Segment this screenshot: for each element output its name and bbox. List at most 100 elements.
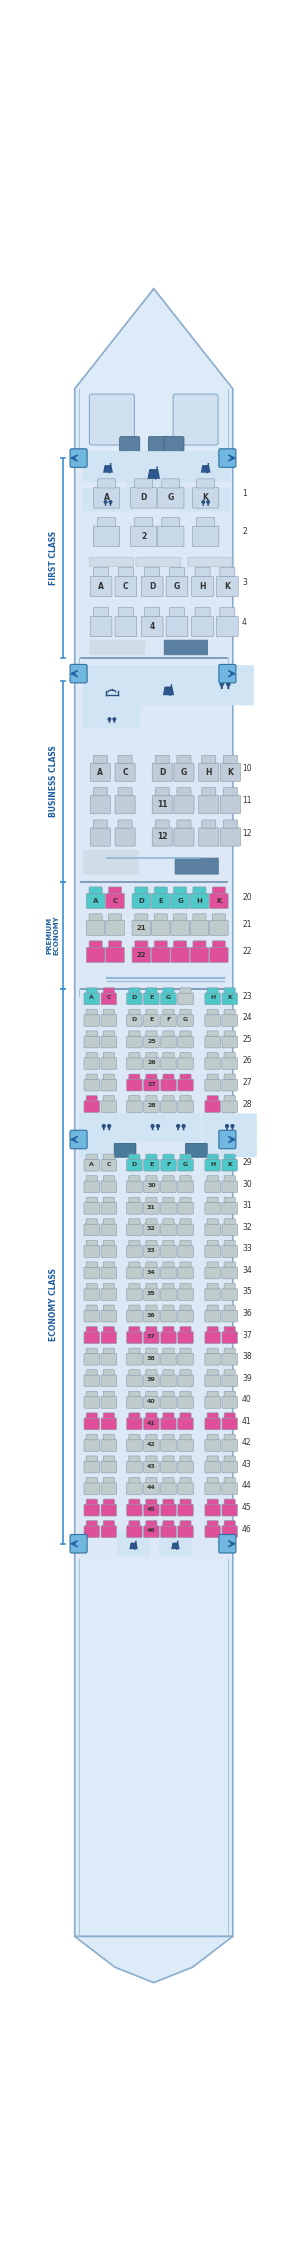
FancyBboxPatch shape [79,1143,134,1156]
FancyBboxPatch shape [103,1327,114,1331]
Text: 22: 22 [242,947,252,956]
FancyBboxPatch shape [146,1262,157,1268]
FancyBboxPatch shape [212,914,225,920]
FancyBboxPatch shape [129,1114,200,1143]
FancyBboxPatch shape [161,1331,176,1343]
FancyBboxPatch shape [101,1331,116,1343]
FancyBboxPatch shape [222,1482,238,1495]
Circle shape [220,682,224,685]
FancyBboxPatch shape [192,615,213,638]
FancyBboxPatch shape [161,1057,176,1069]
Circle shape [202,501,205,503]
FancyBboxPatch shape [180,1327,191,1331]
Text: 45: 45 [242,1504,252,1513]
FancyBboxPatch shape [79,458,229,658]
FancyBboxPatch shape [224,1304,235,1311]
Text: H: H [196,898,202,905]
FancyBboxPatch shape [84,1035,100,1048]
FancyBboxPatch shape [86,1500,97,1504]
FancyBboxPatch shape [161,1439,176,1450]
Text: 10: 10 [242,763,252,772]
FancyBboxPatch shape [161,1246,176,1257]
Polygon shape [148,469,160,478]
Text: E: E [158,898,163,905]
Text: 12: 12 [242,828,252,837]
FancyBboxPatch shape [190,947,209,963]
FancyBboxPatch shape [118,754,132,763]
FancyBboxPatch shape [163,1284,174,1289]
FancyBboxPatch shape [101,1374,116,1387]
FancyBboxPatch shape [129,1477,140,1484]
FancyBboxPatch shape [178,1504,193,1515]
Text: K: K [227,995,232,1001]
FancyBboxPatch shape [180,1457,191,1461]
FancyBboxPatch shape [180,1500,191,1504]
FancyBboxPatch shape [146,1096,157,1100]
FancyBboxPatch shape [222,1015,238,1026]
FancyBboxPatch shape [120,436,140,451]
FancyBboxPatch shape [86,947,105,963]
FancyBboxPatch shape [222,992,238,1006]
Circle shape [102,1125,105,1127]
FancyBboxPatch shape [127,1374,142,1387]
FancyBboxPatch shape [129,988,140,992]
FancyBboxPatch shape [224,1176,235,1181]
Text: G: G [181,768,187,777]
Text: G: G [177,898,183,905]
FancyBboxPatch shape [144,1311,159,1322]
FancyBboxPatch shape [90,577,112,597]
FancyBboxPatch shape [90,828,110,846]
FancyBboxPatch shape [93,788,107,795]
FancyBboxPatch shape [86,1154,97,1161]
FancyBboxPatch shape [180,1369,191,1376]
FancyBboxPatch shape [83,851,139,876]
FancyBboxPatch shape [222,1419,238,1430]
FancyBboxPatch shape [178,1035,193,1048]
FancyBboxPatch shape [222,1527,238,1538]
FancyBboxPatch shape [202,819,216,828]
Circle shape [108,718,111,721]
Text: 41: 41 [242,1417,252,1426]
FancyBboxPatch shape [117,1531,150,1556]
FancyBboxPatch shape [127,1181,142,1192]
FancyBboxPatch shape [163,1010,174,1015]
FancyBboxPatch shape [152,795,172,813]
FancyBboxPatch shape [174,914,187,920]
FancyBboxPatch shape [84,1331,100,1343]
FancyBboxPatch shape [146,1327,157,1331]
FancyBboxPatch shape [207,1284,218,1289]
FancyBboxPatch shape [127,1331,142,1343]
FancyBboxPatch shape [106,894,124,909]
FancyBboxPatch shape [146,1241,157,1246]
FancyBboxPatch shape [219,449,236,467]
FancyBboxPatch shape [177,819,191,828]
Text: G: G [168,494,174,503]
FancyBboxPatch shape [164,640,208,656]
FancyBboxPatch shape [98,516,116,528]
Text: 4: 4 [150,622,155,631]
Text: G: G [183,1017,188,1021]
FancyBboxPatch shape [103,1477,114,1484]
FancyBboxPatch shape [161,1266,176,1280]
FancyBboxPatch shape [114,1143,136,1156]
FancyBboxPatch shape [224,1477,235,1484]
FancyBboxPatch shape [207,1304,218,1311]
FancyBboxPatch shape [180,1010,191,1015]
FancyBboxPatch shape [101,1266,116,1280]
FancyBboxPatch shape [86,1520,97,1527]
Text: H: H [210,995,215,1001]
FancyBboxPatch shape [84,992,100,1006]
Polygon shape [75,290,233,1937]
FancyBboxPatch shape [180,1073,191,1080]
FancyBboxPatch shape [178,1266,193,1280]
FancyBboxPatch shape [224,1327,235,1331]
FancyBboxPatch shape [146,1197,157,1203]
Polygon shape [221,685,223,689]
FancyBboxPatch shape [84,1100,100,1114]
FancyBboxPatch shape [146,1053,157,1057]
FancyBboxPatch shape [84,1266,100,1280]
FancyBboxPatch shape [127,1527,142,1538]
Text: 33: 33 [147,1248,156,1253]
FancyBboxPatch shape [174,795,194,813]
Polygon shape [113,721,115,723]
